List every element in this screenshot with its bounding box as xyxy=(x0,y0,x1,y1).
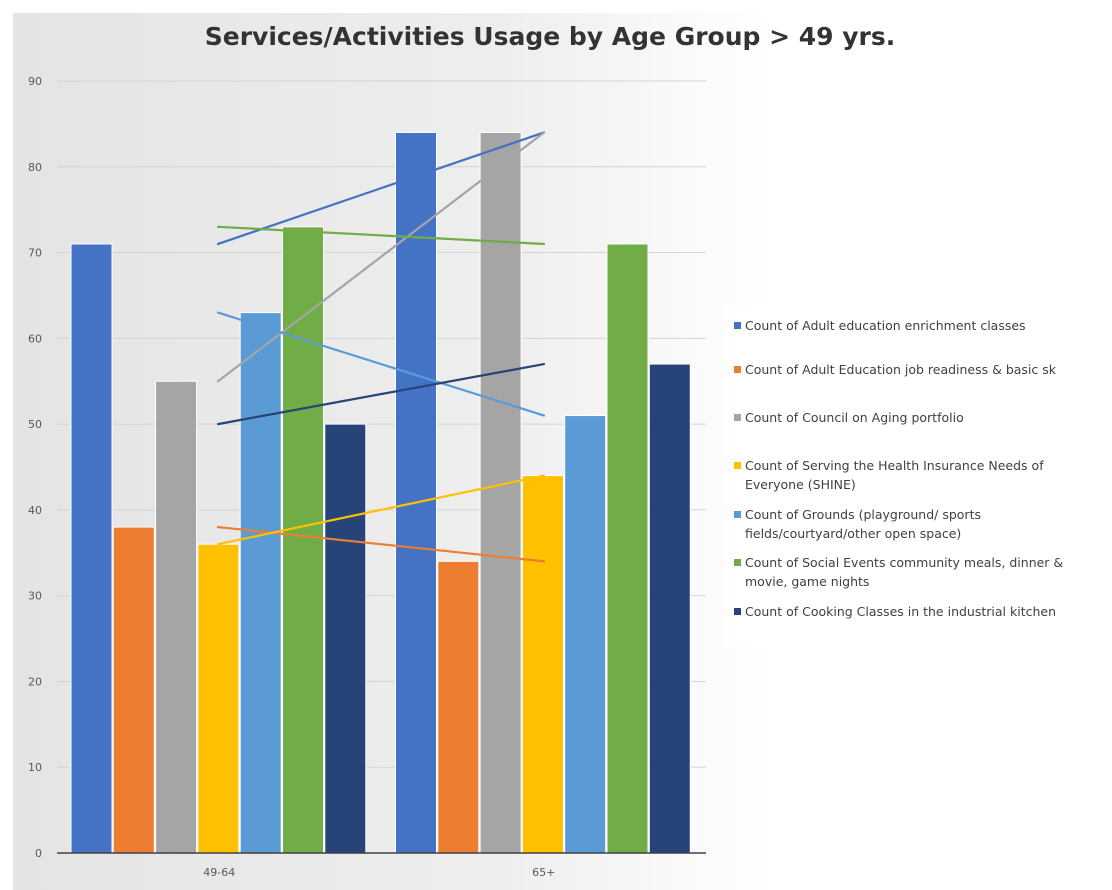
legend-item: Count of Adult Education job readiness &… xyxy=(734,360,1087,379)
bar xyxy=(479,131,522,854)
bar xyxy=(239,312,282,854)
legend-swatch xyxy=(734,414,741,421)
bar xyxy=(437,560,480,854)
bar xyxy=(112,526,155,854)
bar xyxy=(155,380,198,854)
trendline xyxy=(216,131,546,246)
trendline xyxy=(216,474,546,546)
legend-label: Count of Adult Education job readiness &… xyxy=(745,362,1057,377)
x-tick-label: 65+ xyxy=(532,866,555,879)
y-tick-label: 30 xyxy=(28,590,42,603)
x-tick-label: 49-64 xyxy=(203,866,235,879)
legend-label: Count of Grounds (playground/ sports fie… xyxy=(745,507,981,541)
legend-swatch xyxy=(734,462,741,469)
legend-item: Count of Serving the Health Insurance Ne… xyxy=(734,456,1084,494)
trendline xyxy=(216,362,546,426)
bar xyxy=(70,243,113,854)
trendline xyxy=(216,311,546,417)
legend-label: Count of Social Events community meals, … xyxy=(745,555,1064,589)
bar xyxy=(282,226,324,854)
trendline xyxy=(216,225,546,246)
y-tick-label: 10 xyxy=(28,761,42,774)
y-tick-label: 0 xyxy=(35,847,42,860)
legend-item: Count of Social Events community meals, … xyxy=(734,553,1084,591)
bar xyxy=(324,423,367,854)
legend-item: Count of Council on Aging portfolio xyxy=(734,408,1087,427)
trendline xyxy=(216,131,546,383)
legend-item: Count of Adult education enrichment clas… xyxy=(734,316,1087,335)
legend-label: Count of Cooking Classes in the industri… xyxy=(745,604,1057,619)
bar xyxy=(564,415,607,854)
bar xyxy=(197,543,240,854)
y-tick-label: 70 xyxy=(28,247,42,260)
legend: Count of Adult education enrichment clas… xyxy=(724,306,1087,646)
legend-swatch xyxy=(734,511,741,518)
bar xyxy=(648,363,691,854)
bar xyxy=(521,475,564,854)
y-tick-label: 20 xyxy=(28,675,42,688)
bar xyxy=(606,243,649,854)
legend-item: Count of Grounds (playground/ sports fie… xyxy=(734,505,1084,543)
y-tick-label: 50 xyxy=(28,418,42,431)
legend-label: Count of Adult education enrichment clas… xyxy=(745,318,1026,333)
y-tick-label: 90 xyxy=(28,75,42,88)
legend-swatch xyxy=(734,322,741,329)
legend-swatch xyxy=(734,366,741,373)
legend-label: Count of Council on Aging portfolio xyxy=(745,410,964,425)
y-tick-label: 40 xyxy=(28,504,42,517)
legend-swatch xyxy=(734,608,741,615)
y-tick-label: 60 xyxy=(28,332,42,345)
chart-title: Services/Activities Usage by Age Group >… xyxy=(204,22,896,51)
legend-swatch xyxy=(734,559,741,566)
legend-item: Count of Cooking Classes in the industri… xyxy=(734,602,1087,621)
legend-label: Count of Serving the Health Insurance Ne… xyxy=(745,458,1044,492)
y-tick-label: 80 xyxy=(28,161,42,174)
